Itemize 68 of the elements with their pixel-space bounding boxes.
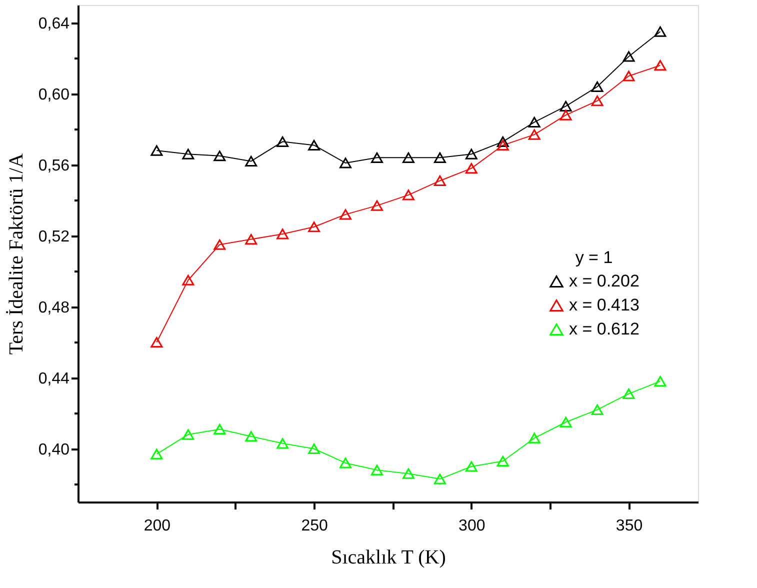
- legend-title: y = 1: [575, 248, 613, 267]
- point: [654, 60, 666, 71]
- point: [214, 239, 226, 250]
- point: [465, 163, 478, 174]
- point: [465, 461, 478, 472]
- x-tick-label: 350: [616, 518, 643, 534]
- point: [402, 468, 414, 479]
- point: [182, 429, 194, 440]
- point: [150, 448, 163, 460]
- point: [276, 228, 289, 240]
- x-tick-label: 300: [458, 518, 486, 534]
- point: [528, 432, 540, 444]
- point: [245, 234, 258, 245]
- point: [150, 145, 163, 156]
- point: [182, 274, 194, 286]
- point: [370, 464, 383, 476]
- x-axis-title: Sıcaklık T (K): [331, 546, 446, 568]
- point: [245, 431, 258, 442]
- y-axis-title: Ters İdealite Faktörü 1/A: [5, 152, 28, 355]
- point: [591, 81, 604, 92]
- point: [276, 438, 289, 449]
- point: [465, 148, 478, 160]
- point: [340, 158, 352, 168]
- point: [496, 456, 509, 466]
- point: [340, 458, 352, 468]
- y-tick-label: 0,56: [38, 157, 70, 174]
- point: [370, 200, 383, 211]
- point: [591, 404, 604, 415]
- point: [496, 136, 509, 147]
- y-tick-label: 0,64: [38, 15, 70, 32]
- legend-label: x = 0.202: [569, 272, 640, 290]
- point: [560, 100, 572, 112]
- point: [402, 190, 414, 200]
- point: [182, 148, 194, 160]
- legend-label: x = 0.413: [569, 296, 640, 314]
- point: [434, 474, 446, 484]
- point: [622, 51, 635, 62]
- point: [654, 26, 666, 37]
- y-tick-label: 0,44: [38, 370, 70, 388]
- y-tick-label: 0,40: [38, 441, 70, 458]
- point: [276, 136, 289, 147]
- point: [402, 152, 414, 163]
- point: [308, 140, 320, 151]
- legend-label: x = 0.612: [569, 320, 640, 338]
- point: [560, 416, 572, 428]
- y-tick-label: 0,48: [38, 299, 70, 316]
- point: [245, 156, 258, 166]
- x-tick-label: 250: [301, 518, 328, 534]
- point: [308, 222, 320, 232]
- point: [150, 336, 163, 348]
- point: [496, 140, 509, 151]
- point: [622, 70, 635, 82]
- point: [340, 209, 352, 220]
- point: [214, 150, 226, 162]
- point: [560, 110, 572, 120]
- y-tick-label: 0,52: [38, 228, 70, 246]
- point: [528, 116, 540, 128]
- point: [434, 175, 446, 186]
- point: [370, 152, 383, 163]
- y-tick-label: 0,60: [38, 86, 70, 104]
- point: [528, 129, 540, 140]
- point: [654, 376, 666, 387]
- point: [308, 443, 320, 454]
- point: [434, 152, 446, 163]
- point: [622, 388, 635, 400]
- point: [591, 96, 604, 106]
- x-tick-label: 200: [144, 518, 171, 534]
- point: [214, 424, 226, 435]
